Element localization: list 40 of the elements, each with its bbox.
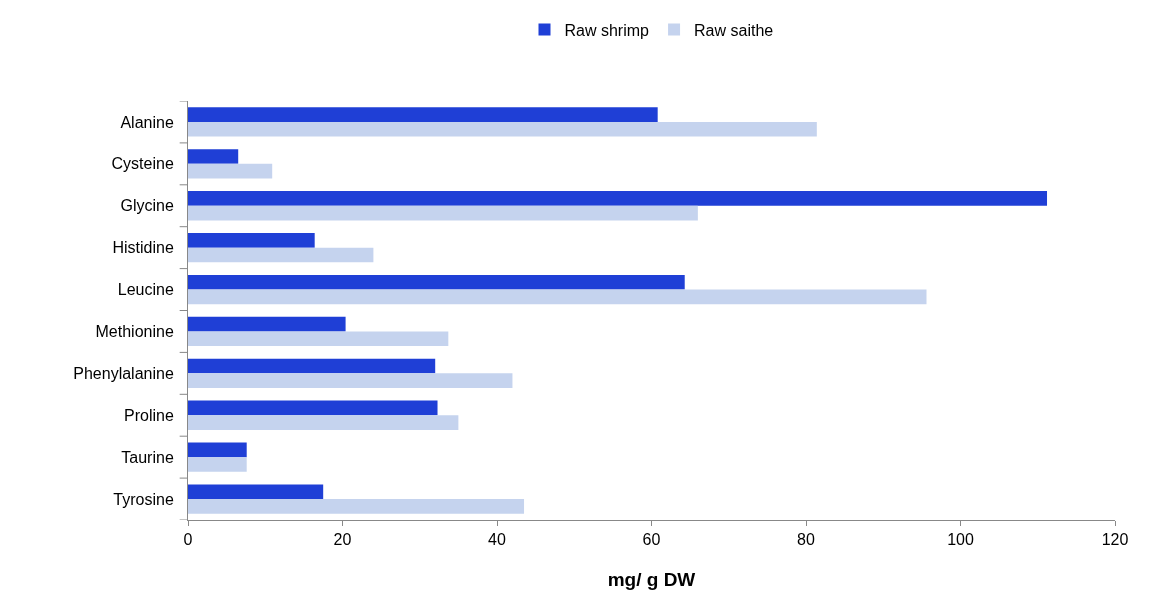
y-tick-label: Histidine xyxy=(112,239,174,257)
x-tick-label: 20 xyxy=(333,531,352,549)
bar xyxy=(188,442,247,458)
bar xyxy=(188,149,239,164)
y-tick-label: Cysteine xyxy=(111,155,174,173)
x-tick-label: 40 xyxy=(488,531,506,549)
x-tick-label: 100 xyxy=(947,531,974,549)
bar xyxy=(188,289,927,305)
bar xyxy=(188,373,513,389)
bar xyxy=(188,484,324,500)
bar xyxy=(188,331,449,347)
y-tick-label: Phenylalanine xyxy=(73,364,174,382)
bar xyxy=(188,400,438,416)
y-tick-label: Proline xyxy=(123,406,174,424)
y-tick-label: Taurine xyxy=(121,448,174,466)
bar xyxy=(188,316,346,332)
y-tick-label: Methionine xyxy=(95,323,174,341)
y-tick-label: Glycine xyxy=(120,197,174,215)
x-tick-label: 60 xyxy=(642,531,661,549)
x-axis-title: mg/ g DW xyxy=(607,569,696,590)
legend-label: Raw shrimp xyxy=(564,21,650,39)
y-tick-label: Leucine xyxy=(117,281,174,299)
bar xyxy=(188,247,374,263)
bar xyxy=(188,205,698,221)
bar xyxy=(188,232,315,248)
y-tick-label: Alanine xyxy=(120,113,174,131)
bar xyxy=(188,191,1048,206)
bar xyxy=(188,358,436,374)
legend-label: Raw saithe xyxy=(694,21,774,39)
bar xyxy=(188,121,817,137)
bar xyxy=(188,457,247,472)
x-tick-label: 80 xyxy=(797,531,815,549)
x-tick-label: 120 xyxy=(1101,531,1129,549)
bar xyxy=(188,499,525,514)
bar xyxy=(188,163,273,179)
bar xyxy=(188,415,459,430)
bar xyxy=(188,107,658,122)
bar xyxy=(188,274,685,290)
y-tick-label: Tyrosine xyxy=(113,490,174,508)
x-tick-label: 0 xyxy=(183,531,193,549)
